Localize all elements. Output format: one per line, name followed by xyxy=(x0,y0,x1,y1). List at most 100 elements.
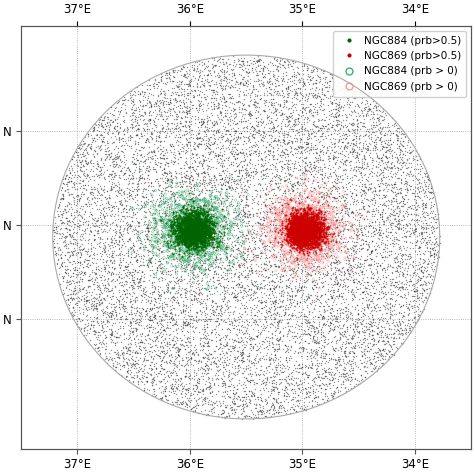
Point xyxy=(162,216,169,223)
Point xyxy=(259,128,267,135)
Point xyxy=(351,108,359,116)
Point xyxy=(286,220,294,228)
Point xyxy=(209,238,217,246)
Point xyxy=(291,224,298,232)
Point xyxy=(210,221,218,228)
Point xyxy=(187,120,195,128)
Point xyxy=(290,194,297,201)
Point xyxy=(135,219,143,227)
Point xyxy=(313,108,320,116)
Point xyxy=(243,59,251,66)
Point xyxy=(329,113,337,120)
Point xyxy=(346,360,354,367)
Point xyxy=(309,285,317,293)
Point xyxy=(299,201,306,209)
Point xyxy=(132,324,139,332)
Point xyxy=(311,225,319,233)
Point xyxy=(292,122,299,129)
Point xyxy=(336,219,344,227)
Point xyxy=(383,137,390,144)
Point xyxy=(117,216,125,223)
Point xyxy=(311,222,319,230)
Point xyxy=(288,374,295,382)
Point xyxy=(156,163,164,171)
Point xyxy=(343,310,351,318)
Point xyxy=(292,223,300,231)
Point xyxy=(185,189,193,197)
Point xyxy=(285,356,292,364)
Point xyxy=(138,304,146,311)
Point xyxy=(238,57,246,64)
Point xyxy=(180,256,188,264)
Point xyxy=(352,321,359,329)
Point xyxy=(287,219,295,227)
Point xyxy=(326,149,333,157)
Point xyxy=(101,145,109,152)
Point xyxy=(294,110,302,118)
Point xyxy=(168,141,176,148)
Point xyxy=(366,288,374,296)
Point xyxy=(306,228,314,236)
Point xyxy=(315,214,322,222)
Point xyxy=(223,403,230,411)
Point xyxy=(316,222,324,230)
Point xyxy=(192,68,200,75)
Point xyxy=(301,229,308,237)
Point xyxy=(347,209,355,217)
Point xyxy=(187,210,195,218)
Point xyxy=(309,228,316,235)
Point xyxy=(411,319,419,326)
Point xyxy=(119,361,127,369)
Point xyxy=(172,96,179,104)
Point xyxy=(115,180,123,188)
Point xyxy=(363,97,370,105)
Point xyxy=(291,196,299,204)
Point xyxy=(167,270,174,277)
Point xyxy=(332,301,340,308)
Point xyxy=(310,244,318,252)
Point xyxy=(113,353,120,360)
Point xyxy=(156,239,164,246)
Point xyxy=(201,209,208,216)
Point xyxy=(302,159,310,167)
Point xyxy=(126,180,133,187)
Point xyxy=(212,235,219,242)
Point xyxy=(166,223,173,230)
Point xyxy=(169,401,177,408)
Point xyxy=(96,117,103,124)
Point xyxy=(98,271,106,279)
Point xyxy=(109,319,117,327)
Point xyxy=(148,211,155,219)
Point xyxy=(310,230,318,237)
Point xyxy=(253,260,260,268)
Point xyxy=(93,299,101,307)
Point xyxy=(180,223,188,231)
Point xyxy=(387,294,394,301)
Point xyxy=(240,400,247,408)
Point xyxy=(140,350,147,357)
Point xyxy=(195,279,203,287)
Point xyxy=(203,243,211,250)
Point xyxy=(287,271,294,279)
Point xyxy=(362,145,369,152)
Point xyxy=(202,216,210,224)
Point xyxy=(183,141,191,149)
Point xyxy=(352,207,360,214)
Point xyxy=(318,182,326,189)
Point xyxy=(394,261,401,269)
Point xyxy=(295,252,303,260)
Point xyxy=(282,177,289,185)
Point xyxy=(275,242,283,250)
Point xyxy=(238,271,246,279)
Point xyxy=(201,232,209,240)
Point xyxy=(283,131,291,138)
Point xyxy=(150,147,158,155)
Point xyxy=(129,284,137,292)
Point xyxy=(311,86,319,94)
Point xyxy=(153,268,160,276)
Point xyxy=(199,216,206,223)
Point xyxy=(167,233,174,241)
Point xyxy=(171,227,179,235)
Point xyxy=(86,168,93,175)
Point xyxy=(357,320,365,328)
